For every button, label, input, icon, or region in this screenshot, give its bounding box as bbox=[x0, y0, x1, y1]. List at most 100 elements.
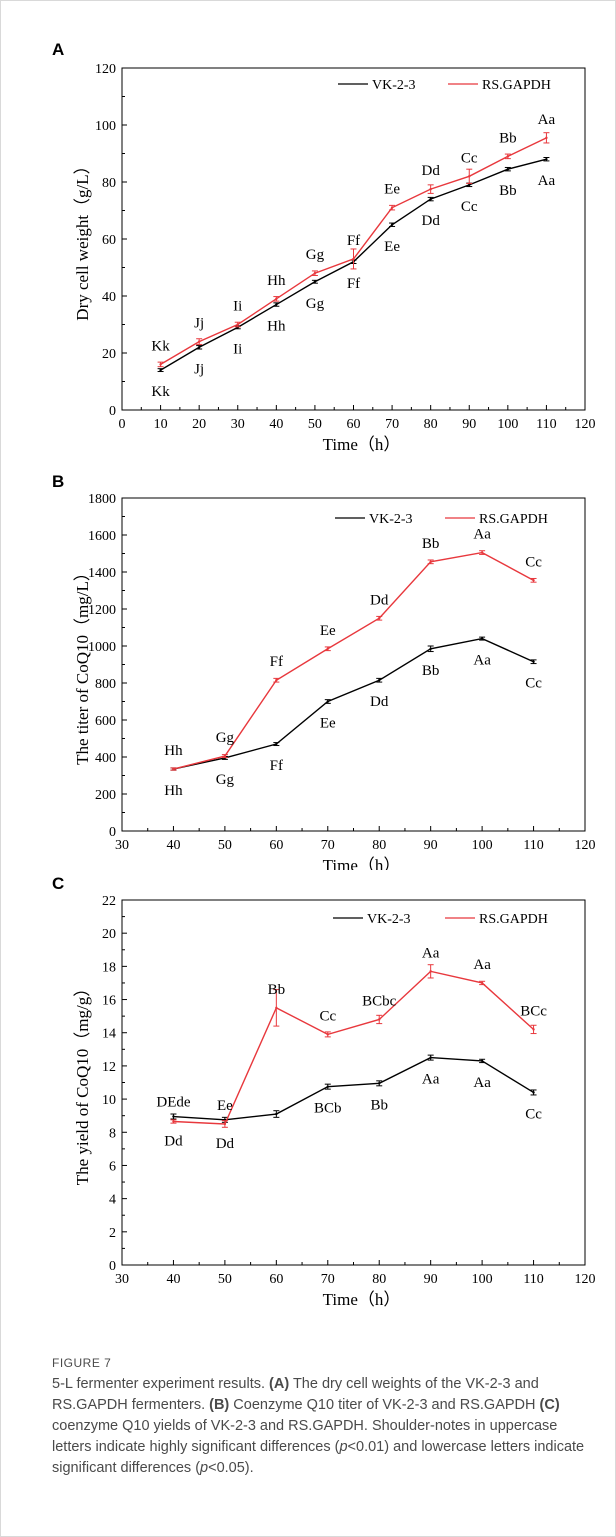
y-tick-label: 1800 bbox=[88, 492, 116, 507]
y-tick-label: 14 bbox=[102, 1027, 116, 1042]
data-point bbox=[326, 1085, 329, 1088]
x-tick-label: 70 bbox=[321, 1272, 335, 1287]
x-tick-label: 110 bbox=[523, 1272, 543, 1287]
x-tick-label: 40 bbox=[269, 417, 283, 432]
significance-label: Jj bbox=[194, 361, 204, 377]
significance-label: Cc bbox=[525, 554, 542, 570]
data-point bbox=[172, 1115, 175, 1118]
y-tick-label: 20 bbox=[102, 347, 116, 362]
data-point bbox=[545, 158, 548, 161]
significance-label: Ee bbox=[384, 182, 400, 198]
y-tick-label: 10 bbox=[102, 1093, 116, 1108]
data-point bbox=[468, 183, 471, 187]
legend-label: RS.GAPDH bbox=[482, 78, 551, 93]
significance-label: Aa bbox=[473, 1075, 491, 1091]
caption-part: <0.05). bbox=[208, 1460, 254, 1476]
data-point bbox=[480, 637, 484, 640]
x-tick-label: 50 bbox=[308, 417, 322, 432]
significance-label: Aa bbox=[473, 527, 491, 543]
y-tick-label: 120 bbox=[95, 62, 116, 77]
data-point bbox=[197, 346, 201, 349]
y-axis-title: The titer of CoQ10（mg/L） bbox=[73, 564, 92, 765]
y-tick-label: 8 bbox=[109, 1126, 116, 1141]
significance-label: Cc bbox=[525, 1106, 542, 1122]
significance-label: Dd bbox=[164, 1133, 183, 1149]
x-axis-title: Time（h） bbox=[323, 1290, 401, 1309]
series-line bbox=[173, 970, 535, 1125]
y-axis-title: The yield of CoQ10（mg/g） bbox=[73, 980, 92, 1185]
data-point bbox=[429, 1056, 432, 1059]
significance-label: Dd bbox=[421, 163, 440, 179]
chart-a: 0 10 20 30 40 50 60 70 80 90 100 110 120 0 20 40 60 80 100… bbox=[73, 62, 596, 454]
significance-label: Bb bbox=[499, 183, 517, 199]
y-tick-label: 4 bbox=[109, 1193, 116, 1208]
significance-label: Dd bbox=[421, 213, 440, 229]
data-point bbox=[390, 206, 394, 209]
panel-c: C 30 40 50 60 70 80 90 100 110 120 0 2 4 6 8 10 12 14 16 18… bbox=[0, 870, 616, 1350]
y-tick-label: 1200 bbox=[88, 603, 116, 618]
y-tick-label: 20 bbox=[102, 927, 116, 942]
caption-part: coenzyme Q10 yields of VK-2-3 and RS.GAP… bbox=[52, 1418, 558, 1455]
data-point bbox=[378, 617, 381, 620]
significance-label: Jj bbox=[194, 316, 204, 332]
significance-label: Dd bbox=[216, 1136, 235, 1152]
y-tick-label: 60 bbox=[102, 233, 116, 248]
data-point bbox=[275, 679, 278, 682]
panel-a: A 0 10 20 30 40 50 60 70 80 90 100 110 120 0 20 40 60 80 1… bbox=[0, 0, 616, 470]
significance-label: Aa bbox=[473, 957, 491, 973]
y-tick-label: 1400 bbox=[88, 566, 116, 581]
data-point bbox=[172, 767, 175, 771]
chart-b: 30 40 50 60 70 80 90 100 110 12002004006008001000… bbox=[73, 492, 596, 870]
x-tick-label: 100 bbox=[472, 838, 493, 853]
data-point bbox=[532, 579, 535, 582]
significance-label: Hh bbox=[267, 319, 286, 335]
legend-label: VK-2-3 bbox=[372, 78, 416, 93]
caption-part: p bbox=[200, 1460, 209, 1476]
significance-label: BCb bbox=[314, 1101, 342, 1117]
x-tick-label: 60 bbox=[347, 417, 361, 432]
y-tick-label: 80 bbox=[102, 176, 116, 191]
data-point bbox=[429, 187, 432, 191]
x-tick-label: 40 bbox=[166, 1272, 180, 1287]
significance-label: BCbc bbox=[362, 993, 397, 1009]
significance-label: Dd bbox=[370, 694, 389, 710]
x-tick-label: 110 bbox=[536, 417, 556, 432]
data-point bbox=[545, 136, 548, 140]
y-tick-label: 100 bbox=[95, 119, 116, 134]
data-point bbox=[197, 340, 201, 343]
caption-part: (C) bbox=[539, 1397, 560, 1413]
data-point bbox=[429, 970, 432, 973]
x-tick-label: 50 bbox=[218, 1272, 232, 1287]
data-point bbox=[313, 280, 317, 283]
x-tick-label: 60 bbox=[269, 838, 283, 853]
significance-label: Bb bbox=[422, 663, 440, 679]
data-point bbox=[172, 1120, 175, 1123]
y-tick-label: 12 bbox=[102, 1060, 116, 1075]
caption-part: The dry cell weights of the VK-2-3 and R… bbox=[52, 1376, 539, 1413]
data-point bbox=[506, 167, 510, 171]
x-tick-label: 80 bbox=[424, 417, 438, 432]
data-point bbox=[378, 679, 381, 682]
plot-frame bbox=[121, 497, 586, 832]
significance-label: Aa bbox=[538, 173, 556, 189]
significance-label: Ee bbox=[217, 1098, 233, 1114]
data-point bbox=[532, 1091, 535, 1094]
significance-label: Bb bbox=[499, 130, 517, 146]
significance-label: Aa bbox=[538, 112, 556, 128]
data-point bbox=[429, 647, 432, 650]
x-tick-label: 100 bbox=[497, 417, 518, 432]
y-tick-label: 600 bbox=[95, 714, 116, 729]
data-point bbox=[159, 363, 162, 366]
figure-caption: FIGURE 7 5-L fermenter experiment result… bbox=[52, 1356, 592, 1479]
caption-part: p bbox=[339, 1439, 348, 1455]
significance-label: Ee bbox=[320, 716, 336, 732]
x-tick-label: 40 bbox=[166, 838, 180, 853]
legend-label: VK-2-3 bbox=[369, 512, 413, 527]
y-tick-label: 40 bbox=[102, 290, 116, 305]
significance-label: Ff bbox=[347, 276, 360, 292]
x-tick-label: 20 bbox=[192, 417, 206, 432]
significance-label: Cc bbox=[461, 199, 478, 215]
legend-label: RS.GAPDH bbox=[479, 512, 548, 527]
significance-label: Ff bbox=[270, 654, 283, 670]
x-tick-label: 90 bbox=[424, 1272, 438, 1287]
